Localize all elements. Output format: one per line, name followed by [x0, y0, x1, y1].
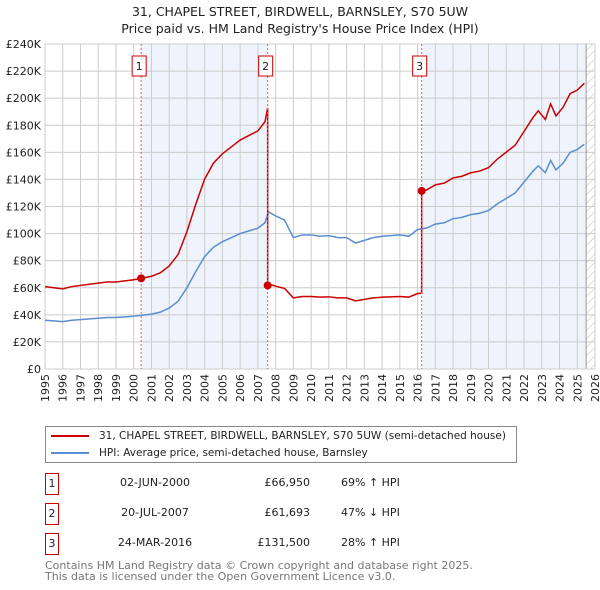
sale-label-box	[131, 55, 147, 77]
x-tick-label: 2005	[216, 374, 229, 402]
x-tick-label: 2012	[341, 374, 354, 402]
x-tick-label: 2018	[447, 374, 460, 402]
x-tick-label: 2016	[412, 374, 425, 402]
legend-property-label: 31, CHAPEL STREET, BIRDWELL, BARNSLEY, S…	[99, 430, 506, 442]
sale-hpi-change: 28% ↑ HPI	[341, 536, 400, 549]
sale-price: £131,500	[257, 536, 311, 549]
x-tick-label: 2000	[128, 374, 141, 402]
x-tick-label: 2021	[500, 374, 513, 402]
x-tick-label: 1998	[92, 374, 105, 402]
x-tick-label: 2022	[518, 374, 531, 402]
x-tick-label: 2019	[465, 374, 478, 402]
x-tick-label: 2020	[483, 374, 496, 402]
y-tick-label: £40K	[13, 309, 42, 322]
y-tick-label: £240K	[6, 38, 42, 51]
y-tick-label: £220K	[6, 65, 42, 78]
plot-border	[44, 43, 596, 370]
x-tick-label: 2002	[163, 374, 176, 402]
y-tick-label: £100K	[6, 228, 42, 241]
sale-date: 24-MAR-2016	[117, 536, 193, 549]
y-tick-label: £180K	[6, 119, 42, 132]
chart-subtitle: Price paid vs. HM Land Registry's House …	[121, 21, 479, 36]
sale-point	[137, 274, 146, 283]
plot-area: 1995 1996 1997 1998 1999 2000 2001 2002 2003 2004…	[6, 38, 600, 402]
sale-label-number: 1	[136, 60, 143, 73]
x-tick-label: 2010	[305, 374, 318, 402]
legend-hpi-label: HPI: Average price, semi-detached house,…	[99, 447, 368, 459]
y-tick-label: £120K	[6, 201, 42, 214]
sale-number: 2	[45, 503, 59, 525]
x-tick-label: 2011	[323, 374, 336, 402]
legend: 31, CHAPEL STREET, BIRDWELL, BARNSLEY, S…	[45, 426, 517, 463]
x-tick-label: 2006	[234, 374, 247, 402]
sale-label-box	[412, 55, 428, 77]
footer: Contains HM Land Registry data © Crown c…	[45, 560, 473, 582]
x-tick-label: 2017	[429, 374, 442, 402]
chart-title: 31, CHAPEL STREET, BIRDWELL, BARNSLEY, S…	[131, 4, 469, 19]
y-tick-label: £60K	[13, 282, 42, 295]
y-tick-label: £140K	[6, 173, 42, 186]
sale-row: 2 20-JUL-2007 £61,693 47% ↓ HPI	[45, 503, 465, 525]
sale-row: 3 24-MAR-2016 £131,500 28% ↑ HPI	[45, 533, 465, 555]
sale-number: 3	[45, 533, 59, 555]
x-tick-label: 2023	[536, 374, 549, 402]
sale-price: £61,693	[264, 506, 311, 519]
x-tick-label: 2001	[145, 374, 158, 402]
x-tick-label: 1995	[39, 374, 52, 402]
x-tick-label: 2003	[181, 374, 194, 402]
x-tick-label: 2014	[376, 374, 389, 402]
x-tick-label: 2015	[394, 374, 407, 402]
x-tick-label: 2008	[270, 374, 283, 402]
x-tick-label: 1996	[57, 374, 70, 402]
x-tick-label: 2009	[287, 374, 300, 402]
y-tick-label: £0	[27, 363, 41, 376]
sale-date: 20-JUL-2007	[121, 506, 189, 519]
y-tick-label: £160K	[6, 146, 42, 159]
x-tick-label: 2024	[554, 374, 567, 402]
sale-date: 02-JUN-2000	[119, 476, 191, 489]
sale-label-number: 2	[262, 60, 269, 73]
y-tick-label: £80K	[13, 255, 42, 268]
sale-hpi-change: 69% ↑ HPI	[341, 476, 400, 489]
footer-copyright: Contains HM Land Registry data © Crown c…	[45, 559, 473, 572]
sale-point	[263, 281, 272, 290]
y-tick-label: £200K	[6, 92, 42, 105]
y-tick-label: £20K	[13, 336, 42, 349]
x-tick-label: 2007	[252, 374, 265, 402]
x-tick-label: 2026	[589, 374, 600, 402]
sale-row: 1 02-JUN-2000 £66,950 69% ↑ HPI	[45, 473, 465, 495]
legend-property-swatch	[51, 435, 89, 437]
x-tick-label: 1999	[110, 374, 123, 402]
footer-licence: This data is licensed under the Open Gov…	[45, 570, 396, 583]
legend-hpi-swatch	[51, 452, 89, 454]
x-tick-label: 1997	[74, 374, 87, 402]
x-tick-label: 2013	[358, 374, 371, 402]
sale-label-box	[258, 55, 274, 77]
sale-price: £66,950	[264, 476, 311, 489]
hpi-series-line	[44, 143, 585, 323]
sale-hpi-change: 47% ↓ HPI	[341, 506, 400, 519]
sale-number: 1	[45, 473, 59, 495]
sale-label-number: 3	[416, 60, 423, 73]
sale-point	[417, 186, 426, 195]
x-tick-label: 2004	[199, 374, 212, 402]
x-tick-label: 2025	[571, 374, 584, 402]
